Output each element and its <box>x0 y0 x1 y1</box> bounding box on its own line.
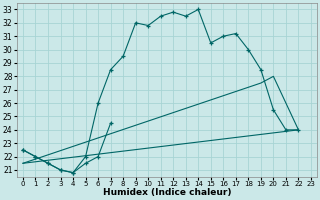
X-axis label: Humidex (Indice chaleur): Humidex (Indice chaleur) <box>103 188 231 197</box>
